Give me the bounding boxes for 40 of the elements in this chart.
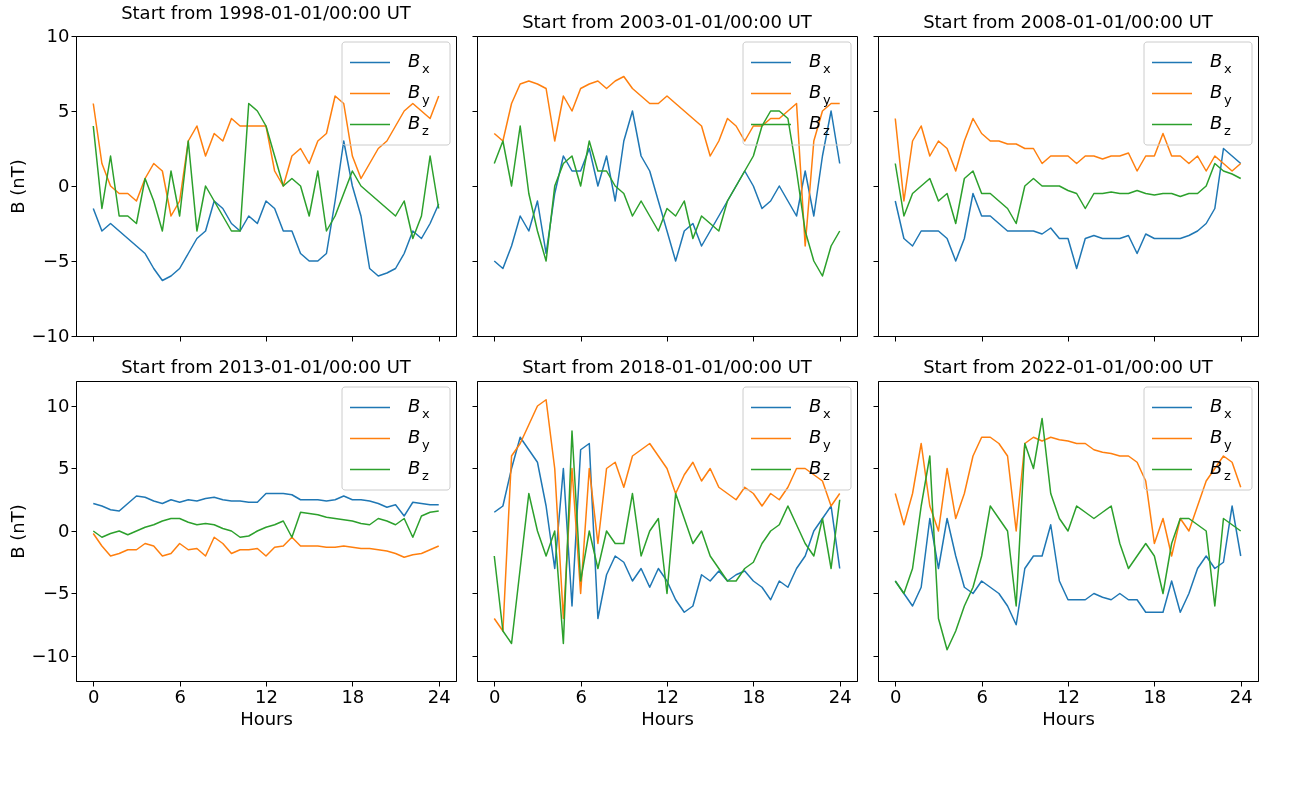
- y-tick-label: −5: [42, 582, 70, 603]
- y-tick-label: 5: [58, 457, 70, 478]
- y-axis-title: B (nT): [6, 504, 28, 559]
- x-tick-label: 6: [174, 685, 186, 707]
- x-tick-label: 18: [1143, 685, 1167, 707]
- x-axis-title: Hours: [641, 707, 694, 729]
- y-tick-label: −10: [31, 324, 70, 346]
- line-series: [92, 140, 440, 282]
- line-series: [92, 532, 440, 558]
- x-tick-label: 12: [1057, 685, 1080, 707]
- line-series: [92, 510, 440, 538]
- chart-title: Start from 2008-01-01/00:00 UT: [923, 10, 1214, 32]
- chart-title: Start from 2013-01-01/00:00 UT: [121, 356, 412, 377]
- y-tick-label: 5: [58, 99, 70, 121]
- y-axis-title: B (nT): [6, 159, 28, 214]
- line-series: [92, 492, 440, 517]
- y-tick-label: −5: [42, 249, 70, 271]
- x-tick-label: 24: [828, 685, 852, 707]
- chart-title: Start from 1998-01-01/00:00 UT: [121, 2, 412, 23]
- y-tick-label: −10: [31, 644, 70, 666]
- x-tick-label: 0: [88, 685, 100, 707]
- chart-title: Start from 2018-01-01/00:00 UT: [522, 356, 813, 377]
- x-tick-label: 12: [255, 685, 278, 707]
- x-tick-label: 0: [890, 685, 902, 707]
- x-tick-label: 18: [742, 685, 766, 707]
- x-tick-label: 6: [575, 685, 587, 707]
- y-tick-label: 0: [58, 519, 70, 541]
- chart-title: Start from 2003-01-01/00:00 UT: [522, 10, 813, 32]
- x-tick-label: 24: [427, 685, 451, 707]
- y-tick-label: 0: [58, 174, 70, 196]
- x-tick-label: 24: [1229, 685, 1253, 707]
- chart-title: Start from 2022-01-01/00:00 UT: [923, 356, 1214, 377]
- x-tick-label: 6: [976, 685, 988, 707]
- y-tick-label: 10: [46, 24, 70, 46]
- x-tick-label: 12: [656, 685, 679, 707]
- y-tick-label: 10: [46, 394, 70, 416]
- x-axis-title: Hours: [1042, 707, 1095, 729]
- x-axis-title: Hours: [240, 707, 293, 729]
- x-tick-label: 18: [341, 685, 365, 707]
- x-tick-label: 0: [489, 685, 501, 707]
